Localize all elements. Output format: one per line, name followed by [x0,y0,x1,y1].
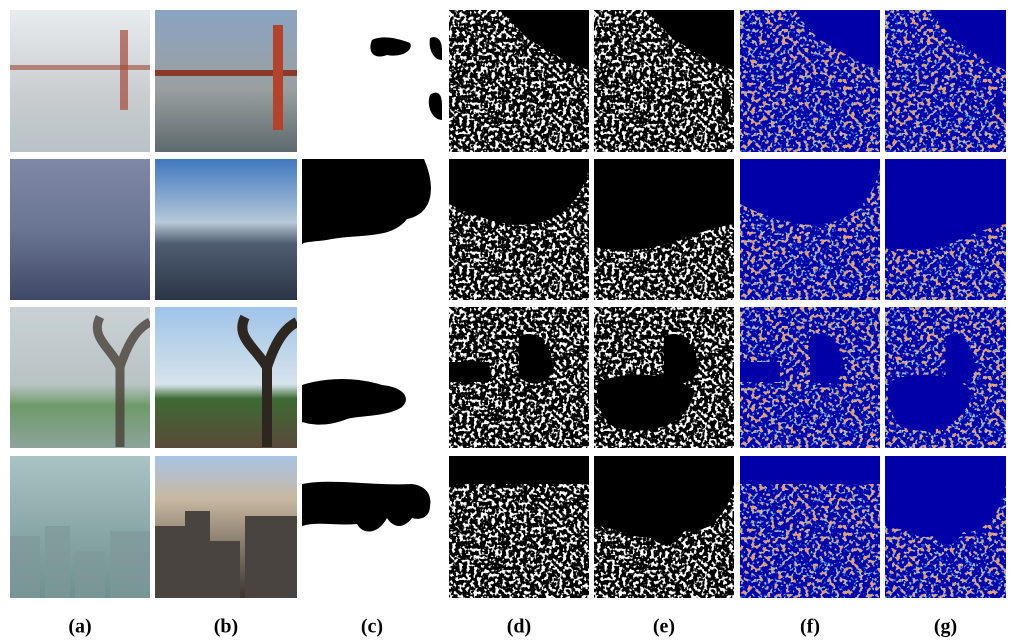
image-content [155,307,297,448]
column-label: (g) [934,616,957,638]
image-content [155,159,297,300]
image-content [885,159,1006,300]
hazy-image [10,159,150,300]
image-content [155,456,297,598]
building [155,526,185,598]
image-cell [449,159,589,300]
image-cell [594,10,734,152]
image-cell [885,456,1006,598]
image-content [10,10,150,152]
image-cell [155,456,297,598]
tower [120,30,128,110]
image-content [740,456,880,598]
image-content [449,10,589,152]
image-cell [885,159,1006,300]
image-cell [10,307,150,448]
image-cell [449,10,589,152]
image-content [302,456,442,598]
heatmap-dark-region [740,456,880,484]
column-label: (e) [653,616,675,638]
page: (a)(b)(c)(d)(e)(f)(g) (() => { const dat… [0,0,1016,643]
hazy-image [10,307,150,448]
image-cell [594,456,734,598]
image-cell [449,307,589,448]
building [245,516,297,598]
image-cell [302,456,442,598]
image-content [449,456,589,598]
building [75,551,105,598]
image-content [594,456,734,598]
image-content [10,456,150,598]
hazy-image [10,10,150,152]
image-cell [155,159,297,300]
image-cell [740,10,880,152]
image-cell [594,159,734,300]
image-content [449,307,589,448]
building [210,541,240,598]
edge-dark-region [449,456,589,484]
image-content [449,159,589,300]
image-content [740,307,880,448]
figure: (a) (b) (c) (d) (e) (f) (g) [0,0,1016,643]
image-content [885,456,1006,598]
image-cell [885,10,1006,152]
column-label: (d) [507,616,531,638]
image-content [885,307,1006,448]
dehazed-image [155,307,297,448]
image-content [740,10,880,152]
column-label: (b) [214,616,238,638]
image-content [594,159,734,300]
image-content [10,307,150,448]
building [110,531,150,598]
image-cell [10,159,150,300]
mask-background [302,307,442,448]
building [45,526,70,598]
image-content [155,10,297,152]
image-cell [10,10,150,152]
image-cell [449,456,589,598]
image-content [302,10,442,152]
image-cell [155,10,297,152]
image-content [302,159,442,300]
image-cell [740,159,880,300]
image-content [740,159,880,300]
image-cell [740,456,880,598]
image-cell [302,159,442,300]
image-cell [594,307,734,448]
image-cell [302,307,442,448]
mask-background [302,10,442,152]
image-cell [885,307,1006,448]
image-cell [155,307,297,448]
column-label: (c) [361,616,383,638]
column-label: (a) [68,616,91,638]
dehazed-image [155,159,297,300]
image-cell [302,10,442,152]
bridge [10,65,150,70]
image-content [594,307,734,448]
image-cell [10,456,150,598]
column-label: (f) [800,616,820,638]
building [10,536,40,598]
image-content [10,159,150,300]
building [185,511,210,598]
tower [273,25,283,130]
image-content [302,307,442,448]
image-cell [740,307,880,448]
image-content [594,10,734,152]
image-content [885,10,1006,152]
